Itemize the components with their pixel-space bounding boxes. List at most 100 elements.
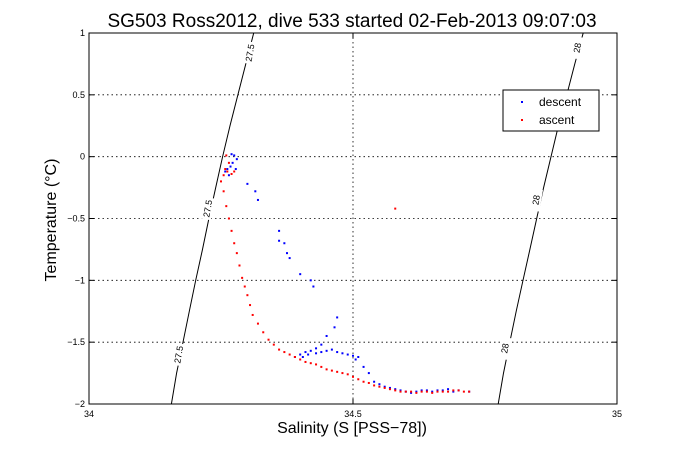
descent-point: [288, 257, 291, 260]
descent-point: [336, 351, 339, 354]
descent-point: [325, 334, 328, 337]
legend: descent ascent: [502, 89, 600, 132]
ascent-point: [388, 388, 391, 391]
descent-point: [299, 353, 302, 356]
descent-point: [278, 229, 281, 232]
y-tick-label: 1: [80, 28, 85, 38]
ascent-point: [293, 356, 296, 359]
descent-point: [309, 349, 312, 352]
descent-point: [441, 389, 444, 392]
ascent-point: [362, 380, 365, 383]
ascent-point: [225, 154, 228, 157]
descent-point: [320, 351, 323, 354]
descent-point: [336, 316, 339, 319]
descent-point: [286, 252, 288, 255]
ascent-point: [425, 390, 428, 393]
descent-point: [320, 343, 323, 346]
ascent-point: [222, 174, 225, 177]
ascent-point: [336, 370, 339, 373]
ascent-point: [394, 207, 397, 210]
legend-box: [502, 89, 600, 132]
ascent-point: [249, 304, 252, 307]
descent-point: [254, 190, 257, 193]
ascent-point: [220, 180, 222, 183]
legend-label-descent: descent: [539, 95, 582, 109]
descent-point: [309, 279, 312, 282]
legend-marker-ascent: [521, 119, 523, 121]
ascent-point: [341, 372, 344, 375]
ascent-point: [230, 172, 233, 175]
x-tick-label: 34: [84, 409, 94, 419]
ascent-point: [315, 363, 318, 366]
contour-label-background: [498, 336, 512, 361]
descent-point: [224, 170, 227, 173]
legend-marker-descent: [521, 101, 523, 103]
ascent-point: [457, 389, 460, 392]
chart-title: SG503 Ross2012, dive 533 started 02-Feb-…: [107, 11, 596, 32]
y-axis-label: Temperature (°C): [43, 159, 60, 282]
ascent-point: [278, 348, 281, 351]
y-tick-label: 0.5: [72, 90, 85, 100]
ascent-point: [415, 391, 418, 394]
descent-point: [378, 383, 381, 386]
ascent-point: [256, 322, 259, 325]
ascent-point: [346, 373, 349, 376]
y-tick-label: −2: [75, 399, 85, 409]
ascent-point: [378, 385, 381, 388]
ascent-point: [226, 170, 229, 173]
ascent-point: [288, 353, 291, 356]
contour-label: 27.5: [244, 43, 257, 62]
ascent-point: [452, 389, 455, 392]
contour-label-background: [529, 188, 543, 212]
descent-point: [227, 174, 230, 177]
descent-point: [246, 182, 249, 185]
y-tick-label: −0.5: [67, 214, 85, 224]
ascent-point: [230, 229, 233, 232]
descent-point: [301, 356, 304, 359]
ascent-point: [283, 351, 286, 354]
descent-point: [299, 273, 302, 276]
x-tick-label: 35: [612, 409, 622, 419]
ascent-point: [462, 390, 465, 393]
descent-point: [367, 372, 370, 375]
x-tick-label: 34.5: [344, 409, 362, 419]
ascent-point: [267, 338, 270, 341]
descent-point: [447, 388, 450, 391]
ascent-point: [441, 390, 444, 393]
descent-point: [425, 389, 428, 392]
legend-label-ascent: ascent: [539, 113, 575, 127]
y-tick-label: −1.5: [67, 337, 85, 347]
descent-point: [333, 326, 336, 329]
ascent-point: [436, 390, 439, 393]
descent-point: [341, 352, 344, 355]
descent-point: [278, 239, 281, 242]
descent-point: [383, 385, 386, 388]
ascent-point: [233, 242, 236, 245]
descent-point: [373, 380, 376, 383]
descent-point: [233, 154, 236, 157]
ascent-point: [468, 390, 471, 393]
descent-point: [235, 158, 238, 161]
ascent-point: [224, 168, 227, 171]
contour-label: 27.5: [172, 345, 185, 364]
data-series: [220, 153, 471, 394]
descent-point: [354, 358, 357, 361]
ascent-point: [410, 390, 413, 393]
ascent-point: [367, 381, 370, 384]
ascent-point: [222, 190, 225, 193]
descent-point: [283, 242, 286, 245]
descent-point: [436, 389, 439, 392]
ascent-point: [357, 378, 360, 381]
descent-point: [415, 390, 418, 393]
x-axis-label: Salinity (S [PSS−78]): [277, 420, 427, 437]
ascent-point: [404, 390, 407, 393]
ascent-point: [309, 362, 312, 365]
descent-point: [420, 389, 423, 392]
descent-point: [230, 153, 233, 156]
ascent-point: [299, 358, 302, 361]
contour-label-background: [243, 41, 257, 65]
descent-point: [234, 168, 237, 171]
descent-point: [352, 354, 354, 357]
descent-point: [394, 388, 397, 391]
